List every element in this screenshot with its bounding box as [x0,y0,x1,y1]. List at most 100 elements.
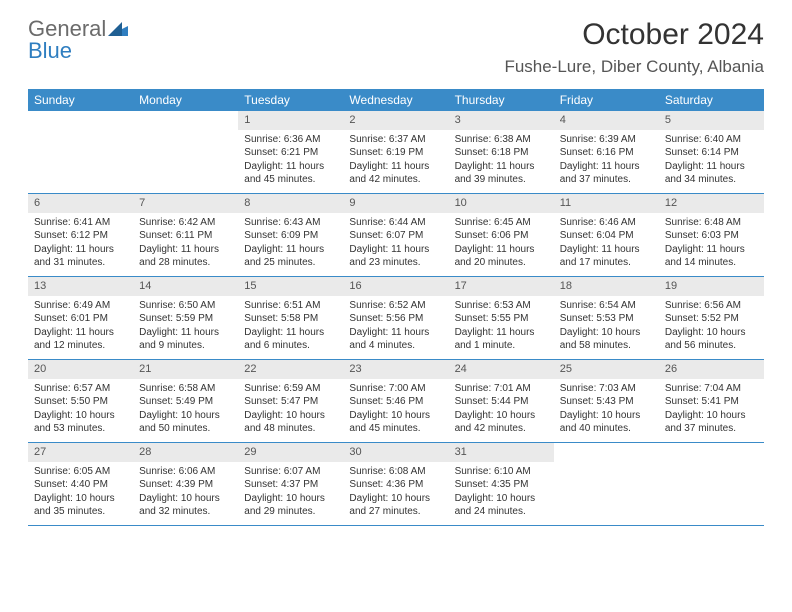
calendar-day-cell: 17Sunrise: 6:53 AMSunset: 5:55 PMDayligh… [449,277,554,360]
sunset-text: Sunset: 5:55 PM [455,312,548,326]
daylight-text: Daylight: 10 hours and 24 minutes. [455,492,548,519]
sunrise-text: Sunrise: 7:01 AM [455,382,548,396]
daylight-text: Daylight: 11 hours and 20 minutes. [455,243,548,270]
calendar-day-cell: 4Sunrise: 6:39 AMSunset: 6:16 PMDaylight… [554,111,659,194]
logo-text: General Blue [28,18,128,62]
day-body: Sunrise: 6:58 AMSunset: 5:49 PMDaylight:… [133,379,238,442]
sunset-text: Sunset: 5:46 PM [349,395,442,409]
day-body: Sunrise: 6:06 AMSunset: 4:39 PMDaylight:… [133,462,238,525]
day-body: Sunrise: 6:51 AMSunset: 5:58 PMDaylight:… [238,296,343,359]
sunrise-text: Sunrise: 6:38 AM [455,133,548,147]
daylight-text: Daylight: 11 hours and 12 minutes. [34,326,127,353]
daylight-text: Daylight: 10 hours and 32 minutes. [139,492,232,519]
day-number: 17 [449,277,554,296]
sunset-text: Sunset: 5:52 PM [665,312,758,326]
day-number: 1 [238,111,343,130]
sunrise-text: Sunrise: 7:00 AM [349,382,442,396]
calendar-week-row: 13Sunrise: 6:49 AMSunset: 6:01 PMDayligh… [28,277,764,360]
day-body: Sunrise: 6:53 AMSunset: 5:55 PMDaylight:… [449,296,554,359]
day-body: Sunrise: 6:54 AMSunset: 5:53 PMDaylight:… [554,296,659,359]
daylight-text: Daylight: 11 hours and 14 minutes. [665,243,758,270]
sunset-text: Sunset: 6:04 PM [560,229,653,243]
day-body: Sunrise: 6:44 AMSunset: 6:07 PMDaylight:… [343,213,448,276]
calendar-day-cell: 11Sunrise: 6:46 AMSunset: 6:04 PMDayligh… [554,194,659,277]
calendar-day-cell: 6Sunrise: 6:41 AMSunset: 6:12 PMDaylight… [28,194,133,277]
calendar-day-cell: 7Sunrise: 6:42 AMSunset: 6:11 PMDaylight… [133,194,238,277]
calendar-week-row: 1Sunrise: 6:36 AMSunset: 6:21 PMDaylight… [28,111,764,194]
sunset-text: Sunset: 6:21 PM [244,146,337,160]
calendar-table: SundayMondayTuesdayWednesdayThursdayFrid… [28,89,764,526]
sunrise-text: Sunrise: 6:53 AM [455,299,548,313]
day-number: 2 [343,111,448,130]
day-body: Sunrise: 6:38 AMSunset: 6:18 PMDaylight:… [449,130,554,193]
calendar-day-cell: 29Sunrise: 6:07 AMSunset: 4:37 PMDayligh… [238,443,343,526]
daylight-text: Daylight: 10 hours and 27 minutes. [349,492,442,519]
day-number: 25 [554,360,659,379]
sunrise-text: Sunrise: 6:36 AM [244,133,337,147]
sunset-text: Sunset: 6:03 PM [665,229,758,243]
day-number: 7 [133,194,238,213]
day-body: Sunrise: 7:00 AMSunset: 5:46 PMDaylight:… [343,379,448,442]
day-number: 11 [554,194,659,213]
sunset-text: Sunset: 4:36 PM [349,478,442,492]
sunrise-text: Sunrise: 6:39 AM [560,133,653,147]
sunrise-text: Sunrise: 6:52 AM [349,299,442,313]
day-body: Sunrise: 6:43 AMSunset: 6:09 PMDaylight:… [238,213,343,276]
day-body: Sunrise: 6:07 AMSunset: 4:37 PMDaylight:… [238,462,343,525]
sunset-text: Sunset: 6:19 PM [349,146,442,160]
sunset-text: Sunset: 5:53 PM [560,312,653,326]
day-number: 5 [659,111,764,130]
day-number: 8 [238,194,343,213]
day-number: 23 [343,360,448,379]
weekday-header: Sunday [28,89,133,111]
calendar-day-cell: 12 Sunrise: 6:48 AMSunset: 6:03 PMDayligh… [659,194,764,277]
day-number: 29 [238,443,343,462]
day-body: Sunrise: 6:37 AMSunset: 6:19 PMDaylight:… [343,130,448,193]
logo-word-2: Blue [28,38,72,63]
day-number: 16 [343,277,448,296]
header: General Blue October 2024 Fushe-Lure, Di… [28,18,764,77]
daylight-text: Daylight: 11 hours and 37 minutes. [560,160,653,187]
sunrise-text: Sunrise: 6:05 AM [34,465,127,479]
daylight-text: Daylight: 10 hours and 53 minutes. [34,409,127,436]
sunrise-text: Sunrise: 6:44 AM [349,216,442,230]
day-body: Sunrise: 6:39 AMSunset: 6:16 PMDaylight:… [554,130,659,193]
daylight-text: Daylight: 10 hours and 48 minutes. [244,409,337,436]
daylight-text: Daylight: 11 hours and 23 minutes. [349,243,442,270]
sunrise-text: Sunrise: 7:03 AM [560,382,653,396]
calendar-day-cell: 19Sunrise: 6:56 AMSunset: 5:52 PMDayligh… [659,277,764,360]
daylight-text: Daylight: 11 hours and 45 minutes. [244,160,337,187]
sunrise-text: Sunrise: 6:59 AM [244,382,337,396]
day-number: 9 [343,194,448,213]
day-number: 15 [238,277,343,296]
calendar-day-cell: 1 Sunrise: 6:36 AMSunset: 6:21 PMDaylight… [238,111,343,194]
sunset-text: Sunset: 4:37 PM [244,478,337,492]
calendar-day-cell: 9Sunrise: 6:44 AMSunset: 6:07 PMDaylight… [343,194,448,277]
sunrise-text: Sunrise: 6:50 AM [139,299,232,313]
sunset-text: Sunset: 5:43 PM [560,395,653,409]
day-number: 27 [28,443,133,462]
sunrise-text: Sunrise: 6:42 AM [139,216,232,230]
calendar-blank-cell [28,111,133,194]
calendar-day-cell: 2Sunrise: 6:37 AMSunset: 6:19 PMDaylight… [343,111,448,194]
sunset-text: Sunset: 6:18 PM [455,146,548,160]
day-number: 4 [554,111,659,130]
sunset-text: Sunset: 6:01 PM [34,312,127,326]
calendar-blank-cell [659,443,764,526]
daylight-text: Daylight: 11 hours and 4 minutes. [349,326,442,353]
sunset-text: Sunset: 5:49 PM [139,395,232,409]
daylight-text: Daylight: 10 hours and 45 minutes. [349,409,442,436]
daylight-text: Daylight: 10 hours and 50 minutes. [139,409,232,436]
day-body: Sunrise: 6:59 AMSunset: 5:47 PMDaylight:… [238,379,343,442]
sunset-text: Sunset: 5:47 PM [244,395,337,409]
weekday-header: Thursday [449,89,554,111]
day-body: Sunrise: 7:04 AMSunset: 5:41 PMDaylight:… [659,379,764,442]
day-body: Sunrise: 6:05 AMSunset: 4:40 PMDaylight:… [28,462,133,525]
day-number: 12 [659,194,764,213]
sunrise-text: Sunrise: 6:48 AM [665,216,758,230]
sunrise-text: Sunrise: 6:58 AM [139,382,232,396]
page-title: October 2024 [504,18,764,51]
sunset-text: Sunset: 6:07 PM [349,229,442,243]
day-number: 24 [449,360,554,379]
sunrise-text: Sunrise: 6:41 AM [34,216,127,230]
